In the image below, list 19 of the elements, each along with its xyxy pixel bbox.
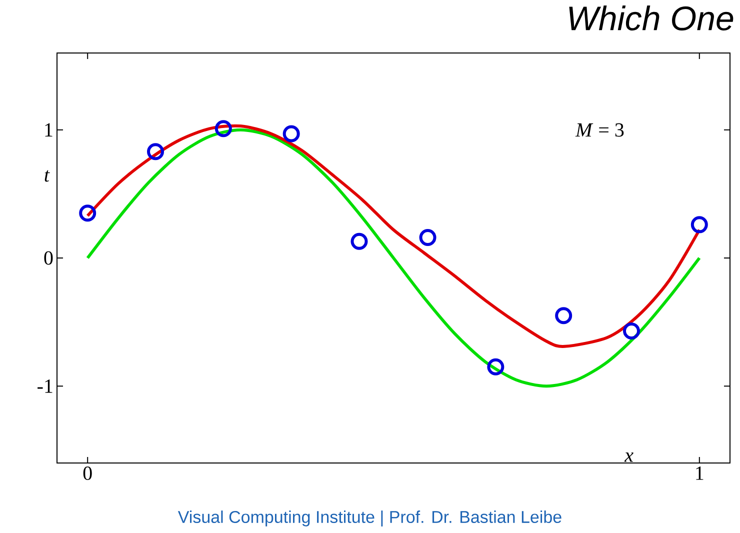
point xyxy=(350,232,368,250)
y-tick-label: 0 xyxy=(44,251,53,265)
point xyxy=(487,358,504,376)
x-axis-title: x xyxy=(624,452,634,462)
point xyxy=(147,143,164,160)
y-tick-label: 1 xyxy=(45,123,52,136)
point xyxy=(690,216,708,234)
point xyxy=(622,322,640,340)
y-axis-title: t xyxy=(44,170,50,182)
chart-title: Which One xyxy=(569,6,734,30)
point xyxy=(214,120,232,138)
line-series xyxy=(86,124,701,348)
point xyxy=(79,204,96,222)
annotation: M = 3 xyxy=(575,123,624,137)
point xyxy=(419,228,436,246)
y-tick-label: -1 xyxy=(38,380,52,393)
point xyxy=(282,125,300,142)
point xyxy=(555,307,572,324)
text: Visual Computing Institute | Prof. Dr. Bastian Leibe xyxy=(178,510,562,526)
